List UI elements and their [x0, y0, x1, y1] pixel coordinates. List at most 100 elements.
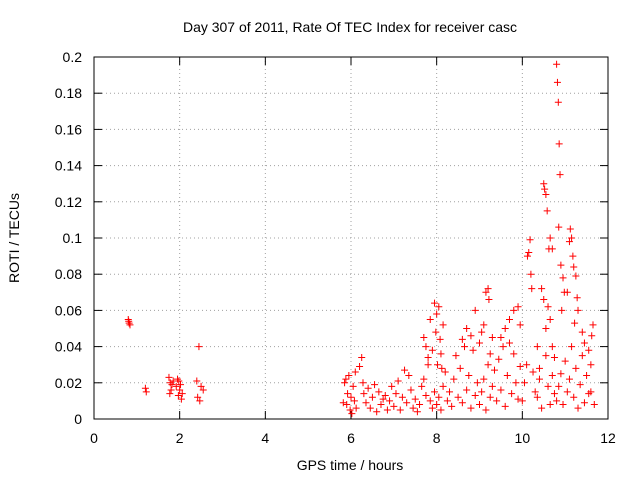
data-point: [484, 361, 492, 369]
data-point: [424, 353, 432, 361]
data-point: [569, 252, 577, 260]
data-point: [548, 372, 556, 380]
data-point: [542, 352, 550, 360]
data-point: [482, 288, 490, 296]
data-point: [588, 332, 596, 340]
data-point: [568, 234, 576, 242]
data-point: [166, 379, 174, 387]
data-point: [510, 350, 518, 358]
y-tick-label: 0.06: [55, 302, 82, 318]
data-point: [523, 361, 531, 369]
data-point: [587, 361, 595, 369]
x-tick-label: 10: [515, 430, 531, 446]
data-point: [381, 391, 389, 399]
data-point: [168, 381, 176, 389]
data-point: [516, 321, 524, 329]
data-point: [480, 375, 488, 383]
data-point: [527, 270, 535, 278]
data-point: [578, 328, 586, 336]
data-point: [456, 364, 464, 372]
data-point: [439, 321, 447, 329]
data-point: [458, 335, 466, 343]
data-point: [546, 234, 554, 242]
data-point: [550, 390, 558, 398]
data-point: [396, 406, 404, 414]
data-point: [566, 225, 574, 233]
data-point: [505, 315, 513, 323]
data-point: [476, 401, 483, 409]
data-point: [523, 252, 531, 260]
data-point: [352, 404, 360, 412]
data-point: [142, 388, 150, 396]
data-point: [403, 399, 411, 407]
data-point: [193, 377, 201, 385]
data-point: [553, 397, 561, 405]
data-point: [469, 346, 477, 354]
data-point: [465, 372, 473, 380]
data-point: [194, 393, 202, 401]
data-point: [497, 386, 505, 394]
data-point: [371, 381, 379, 389]
data-point: [484, 285, 492, 293]
data-point: [546, 401, 554, 409]
data-point: [197, 382, 205, 390]
data-point: [580, 399, 588, 407]
data-point: [486, 393, 494, 401]
data-point: [573, 294, 581, 302]
data-point: [436, 335, 444, 343]
data-point: [348, 410, 356, 418]
data-point: [550, 353, 558, 361]
data-point: [555, 223, 563, 231]
x-tick-label: 8: [433, 430, 441, 446]
data-point: [518, 397, 526, 405]
data-point: [346, 406, 354, 414]
data-point: [505, 339, 513, 347]
data-point: [553, 78, 561, 86]
data-point: [416, 401, 424, 409]
y-tick-label: 0.2: [63, 49, 83, 65]
data-point: [437, 406, 445, 414]
data-point: [485, 296, 493, 304]
axis-ticks: 0 0.02 0.04 0.06 0.08 0.1 0.12 0.14 0.16 0.18 0.2 0…: [55, 49, 616, 446]
data-point: [435, 393, 443, 401]
y-tick-label: 0.16: [55, 121, 82, 137]
data-point: [520, 379, 528, 387]
data-point: [448, 402, 456, 410]
data-point: [125, 317, 133, 325]
data-point: [359, 379, 367, 387]
data-point: [495, 355, 503, 363]
data-point: [377, 401, 385, 409]
data-point: [473, 379, 481, 387]
data-point: [383, 406, 391, 414]
data-point: [553, 60, 561, 68]
data-point: [555, 140, 563, 148]
y-tick-label: 0.12: [55, 194, 82, 210]
y-axis-label: ROTI / TECUs: [6, 193, 22, 283]
x-tick-label: 6: [347, 430, 355, 446]
data-point: [373, 408, 381, 416]
data-point: [394, 377, 402, 385]
data-point: [422, 391, 430, 399]
data-point: [540, 296, 548, 304]
data-point: [563, 388, 571, 396]
data-point: [476, 339, 483, 347]
data-point: [344, 390, 352, 398]
data-point: [587, 388, 595, 396]
data-point: [126, 321, 134, 329]
data-point: [443, 397, 451, 405]
data-point: [409, 404, 417, 412]
data-point: [546, 315, 554, 323]
data-point: [413, 408, 421, 416]
data-point: [463, 386, 471, 394]
data-point: [441, 368, 449, 376]
data-point: [364, 384, 372, 392]
data-point: [535, 364, 543, 372]
data-point: [386, 397, 394, 405]
data-point: [544, 303, 552, 311]
data-point: [196, 397, 204, 405]
data-point: [568, 343, 576, 351]
data-point: [174, 375, 182, 383]
data-point: [392, 390, 400, 398]
data-point: [565, 238, 573, 246]
data-point: [356, 363, 364, 371]
